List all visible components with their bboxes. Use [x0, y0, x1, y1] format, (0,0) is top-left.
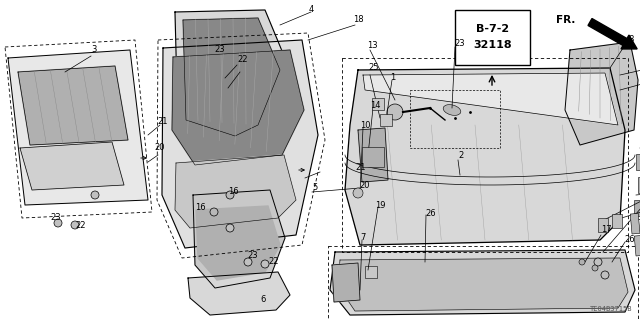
Text: 20: 20	[154, 144, 164, 152]
Polygon shape	[175, 10, 292, 148]
Bar	[634, 200, 640, 216]
Text: 20: 20	[359, 181, 369, 189]
Text: 14: 14	[370, 101, 381, 110]
Text: 1: 1	[390, 72, 396, 81]
Polygon shape	[183, 18, 280, 136]
Ellipse shape	[444, 105, 461, 115]
Text: 23: 23	[214, 46, 225, 55]
Text: 16: 16	[195, 204, 205, 212]
Text: 21: 21	[157, 117, 168, 127]
Circle shape	[226, 224, 234, 232]
Circle shape	[244, 258, 252, 266]
Circle shape	[71, 221, 79, 229]
Bar	[598, 218, 608, 232]
Text: 32118: 32118	[473, 41, 512, 50]
Polygon shape	[8, 50, 148, 205]
Polygon shape	[363, 73, 618, 125]
Bar	[634, 235, 640, 256]
Polygon shape	[565, 42, 638, 145]
Bar	[380, 114, 392, 126]
Polygon shape	[332, 263, 360, 302]
Circle shape	[592, 265, 598, 271]
Polygon shape	[20, 142, 124, 190]
Bar	[372, 98, 384, 110]
Bar	[636, 154, 640, 170]
Text: 23: 23	[50, 213, 61, 222]
Polygon shape	[196, 206, 280, 280]
Polygon shape	[175, 155, 296, 228]
Text: 6: 6	[260, 295, 266, 305]
Text: 7: 7	[360, 234, 365, 242]
Polygon shape	[172, 50, 304, 165]
Text: FR.: FR.	[556, 15, 575, 25]
Text: 26: 26	[425, 209, 436, 218]
Text: 22: 22	[268, 257, 278, 266]
Circle shape	[353, 188, 363, 198]
Bar	[638, 177, 640, 193]
Polygon shape	[330, 250, 635, 315]
Text: 23: 23	[247, 250, 258, 259]
Circle shape	[261, 260, 269, 268]
Circle shape	[601, 271, 609, 279]
Polygon shape	[188, 272, 290, 315]
FancyArrow shape	[588, 19, 637, 49]
Text: 21: 21	[355, 164, 365, 173]
Circle shape	[226, 191, 234, 199]
Polygon shape	[193, 190, 285, 288]
Polygon shape	[338, 258, 628, 311]
Text: 8: 8	[628, 35, 634, 44]
Bar	[365, 266, 377, 278]
Circle shape	[579, 259, 585, 265]
Text: 18: 18	[353, 16, 364, 25]
Bar	[612, 214, 622, 228]
Text: B-7-2: B-7-2	[476, 25, 509, 34]
Circle shape	[91, 191, 99, 199]
Polygon shape	[162, 40, 318, 248]
Polygon shape	[358, 128, 388, 182]
Circle shape	[387, 104, 403, 120]
Bar	[362, 147, 384, 167]
Text: 22: 22	[237, 56, 248, 64]
Text: 2: 2	[458, 151, 463, 160]
Bar	[630, 213, 640, 234]
Polygon shape	[345, 68, 625, 245]
Circle shape	[54, 219, 62, 227]
Bar	[455, 10, 530, 65]
Circle shape	[594, 258, 602, 266]
Text: 10: 10	[360, 122, 371, 130]
Polygon shape	[18, 66, 128, 145]
Text: 17: 17	[601, 226, 612, 234]
Text: TE04B3715B: TE04B3715B	[589, 306, 632, 312]
Text: 4: 4	[309, 4, 314, 13]
Text: 3: 3	[91, 46, 97, 55]
Text: 16: 16	[228, 188, 239, 197]
Circle shape	[210, 208, 218, 216]
Text: 25: 25	[368, 63, 378, 72]
Text: 22: 22	[75, 221, 86, 231]
Text: 13: 13	[367, 41, 378, 50]
Text: 26: 26	[624, 235, 635, 244]
Text: 19: 19	[375, 201, 385, 210]
Text: 5: 5	[312, 183, 317, 192]
Text: 23: 23	[454, 39, 465, 48]
